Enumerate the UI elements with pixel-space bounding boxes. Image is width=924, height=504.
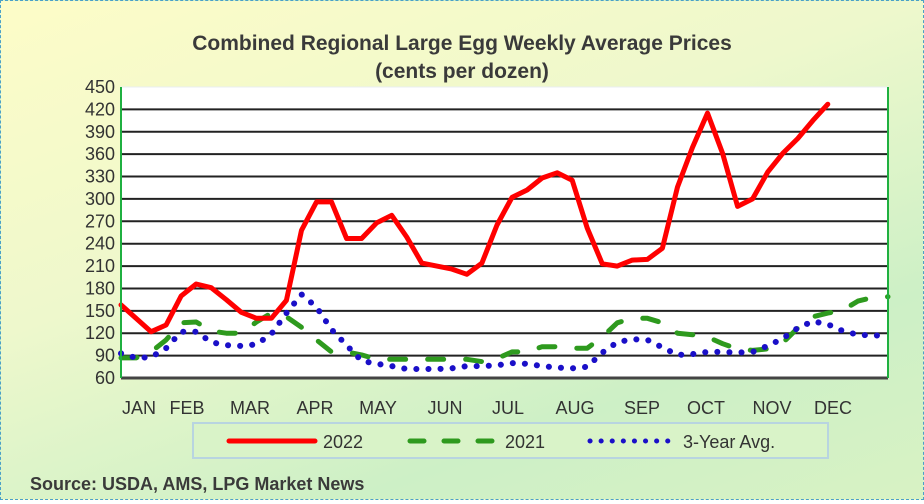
- y-tick-label: 240: [85, 234, 115, 254]
- y-tick-label: 90: [95, 346, 115, 366]
- x-tick-label: SEP: [624, 398, 660, 418]
- legend: 2022 2021 3-Year Avg.: [192, 422, 829, 459]
- x-tick-label: AUG: [555, 398, 594, 418]
- x-tick-label: MAY: [359, 398, 397, 418]
- x-tick-label: FEB: [169, 398, 204, 418]
- x-tick-label: JUN: [428, 398, 463, 418]
- chart-subtitle: (cents per dozen): [375, 60, 549, 83]
- y-tick-label: 150: [85, 301, 115, 321]
- x-tick-label: APR: [296, 398, 333, 418]
- y-tick-label: 180: [85, 278, 115, 298]
- x-tick-label: JAN: [122, 398, 156, 418]
- series-line-2021: [118, 294, 891, 365]
- legend-label-2022: 2022: [323, 432, 363, 452]
- y-tick-label: 270: [85, 211, 115, 231]
- legend-label-3yr: 3-Year Avg.: [683, 432, 775, 452]
- series-line-2022: [118, 101, 831, 335]
- y-tick-label: 300: [85, 189, 115, 209]
- y-tick-label: 420: [85, 99, 115, 119]
- x-tick-label: DEC: [814, 398, 852, 418]
- x-tick-label: MAR: [230, 398, 270, 418]
- y-tick-label: 120: [85, 323, 115, 343]
- y-tick-label: 450: [85, 77, 115, 97]
- x-tick-label: JUL: [492, 398, 524, 418]
- legend-label-2021: 2021: [505, 432, 545, 452]
- y-tick-label: 390: [85, 122, 115, 142]
- y-tick-label: 360: [85, 144, 115, 164]
- y-tick-label: 210: [85, 256, 115, 276]
- legend-box: [192, 422, 829, 459]
- y-tick-label: 330: [85, 167, 115, 187]
- x-tick-label: NOV: [752, 398, 791, 418]
- x-tick-label: OCT: [687, 398, 725, 418]
- chart-title: Combined Regional Large Egg Weekly Avera…: [192, 32, 732, 55]
- source-note: Source: USDA, AMS, LPG Market News: [30, 474, 364, 494]
- y-tick-label: 60: [95, 368, 115, 388]
- plot-area: [120, 86, 889, 379]
